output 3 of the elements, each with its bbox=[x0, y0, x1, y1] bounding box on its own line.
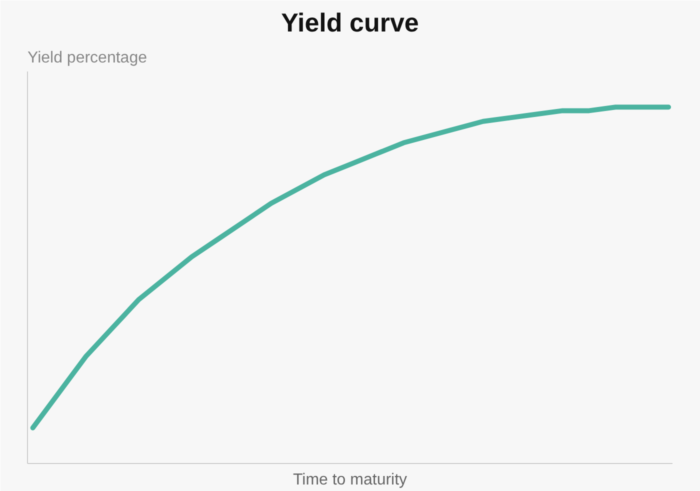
x-axis-title: Time to maturity bbox=[292, 472, 408, 488]
chart-title: Yield curve bbox=[281, 8, 419, 38]
y-axis-title: Yield percentage bbox=[28, 50, 148, 66]
